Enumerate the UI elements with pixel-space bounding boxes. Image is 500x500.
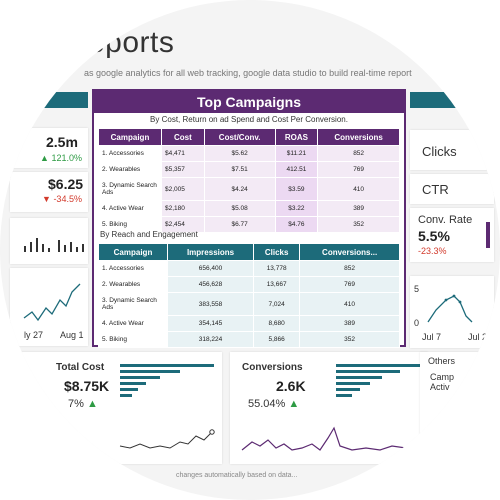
left-kpi-card-2[interactable]: $6.25 ▼ -34.5%	[10, 172, 88, 212]
left-header-band	[0, 92, 88, 108]
col-header[interactable]: Conversions...	[299, 243, 400, 261]
kpi-change: ▼ -34.5%	[42, 194, 82, 204]
kpi-change: ▲ 121.0%	[40, 153, 82, 163]
bar	[120, 394, 132, 397]
bar	[120, 382, 146, 385]
col-header[interactable]: Impressions	[166, 243, 255, 261]
left-line-svg	[23, 283, 81, 322]
card-change: 7% ▲	[68, 398, 98, 410]
right-kpi-clicks[interactable]: Clicks	[410, 130, 494, 170]
table-row[interactable]: 5. Biking 318,224 5,866 352	[98, 331, 400, 348]
bar	[336, 394, 352, 397]
accent-bar	[486, 222, 490, 248]
table-row[interactable]: 3. Dynamic Search Ads $2,005 $4.24 $3.59…	[98, 177, 400, 201]
cost-table: Campaign Cost Cost/Conv. ROAS Conversion…	[98, 128, 400, 233]
up-arrow-icon: ▲	[40, 153, 49, 163]
kpi-value: $6.25	[48, 176, 84, 192]
col-header[interactable]: Campaign	[98, 243, 168, 261]
cost-table-wrap: Campaign Cost Cost/Conv. ROAS Conversion…	[98, 128, 400, 233]
table-row[interactable]: 5. Biking $2,454 $6.77 $4.76 352	[98, 216, 400, 233]
bar	[120, 370, 180, 373]
table-row[interactable]: 2. Wearables $5,357 $7.51 412.51 769	[98, 161, 400, 178]
table-header-row: Campaign Impressions Clicks Conversions.…	[98, 243, 400, 261]
reach-table-wrap: Campaign Impressions Clicks Conversions.…	[98, 243, 400, 348]
page-title: eports	[88, 26, 175, 59]
kpi-value: 2.5m	[46, 134, 78, 150]
table-row[interactable]: 4. Active Wear $2,180 $5.08 $3.22 389	[98, 200, 400, 217]
panel-title: Top Campaigns	[94, 91, 404, 113]
col-header[interactable]: Conversions	[317, 128, 400, 146]
x-label-2: Jul 2	[468, 332, 488, 342]
section-label: By Reach and Engagement	[100, 230, 198, 239]
table-row[interactable]: 1. Accessories 656,400 13,778 852	[98, 260, 400, 277]
kpi-label: CTR	[422, 182, 449, 197]
col-header[interactable]: Cost/Conv.	[203, 128, 276, 146]
card-change: 55.04% ▲	[248, 398, 300, 410]
col-header[interactable]: Campaign	[98, 128, 162, 146]
left-line-chart: ly 27 Aug 1	[10, 268, 88, 346]
kpi-value: 5.5%	[418, 228, 450, 244]
card-title: Conversions	[242, 362, 303, 373]
down-arrow-icon: ▼	[42, 194, 51, 204]
col-header[interactable]: Clicks	[253, 243, 301, 261]
table-row[interactable]: 4. Active Wear 354,145 8,680 389	[98, 315, 400, 332]
bar	[336, 376, 382, 379]
table-row[interactable]: 1. Accessories $4,471 $5.62 $11.21 852	[98, 145, 400, 162]
table-header-row: Campaign Cost Cost/Conv. ROAS Conversion…	[98, 128, 400, 146]
total-cost-card[interactable]: Total Cost $8.75K 7% ▲	[16, 352, 222, 464]
conversions-sparkline	[241, 426, 421, 451]
kpi-label: Conv. Rate	[418, 214, 473, 226]
others-title: Others	[428, 356, 456, 366]
col-header[interactable]: ROAS	[274, 128, 319, 146]
right-line-chart: 5 0 Jul 7 Jul 2	[410, 276, 494, 348]
cost-sparkline	[119, 429, 215, 449]
kpi-label: Clicks	[422, 144, 457, 159]
bar	[336, 382, 370, 385]
bar	[336, 364, 422, 367]
up-arrow-icon: ▲	[86, 398, 98, 410]
conversions-card[interactable]: Conversions 2.6K 55.04% ▲	[230, 352, 428, 464]
right-line-svg	[427, 294, 473, 323]
left-kpi-card-1[interactable]: 2.5m ▲ 121.0%	[10, 128, 88, 168]
card-value: $8.75K	[64, 378, 110, 394]
bar	[120, 376, 160, 379]
x-label-1: ly 27	[24, 330, 44, 340]
x-label-2: Aug 1	[60, 330, 84, 340]
col-header[interactable]: Cost	[161, 128, 205, 146]
right-header-band	[410, 92, 500, 108]
panel-subtitle: By Cost, Return on ad Spend and Cost Per…	[150, 115, 348, 124]
table-row[interactable]: 2. Wearables 456,628 13,667 769	[98, 276, 400, 293]
bar	[336, 388, 360, 391]
card-title: Total Cost	[56, 362, 105, 373]
card-value: 2.6K	[276, 378, 306, 394]
footer-note: changes automatically based on data...	[176, 472, 298, 479]
others-line: Camp	[430, 372, 455, 382]
page-subtitle: as google analytics for all web tracking…	[84, 68, 412, 78]
top-campaigns-panel: Top Campaigns By Cost, Return on ad Spen…	[92, 89, 406, 348]
bar	[336, 370, 400, 373]
kpi-change: -23.3%	[418, 246, 447, 256]
bar-sparkline-svg	[24, 238, 84, 252]
reach-table: Campaign Impressions Clicks Conversions.…	[98, 243, 400, 348]
x-label-1: Jul 7	[422, 332, 442, 342]
bar	[120, 388, 138, 391]
right-kpi-conv-rate[interactable]: Conv. Rate 5.5% -23.3%	[410, 208, 494, 262]
y-label-bottom: 0	[414, 318, 420, 328]
bar	[120, 364, 214, 367]
y-label-top: 5	[414, 284, 420, 294]
others-line: Activ	[430, 382, 450, 392]
table-row[interactable]: 3. Dynamic Search Ads 383,558 7,024 410	[98, 292, 400, 316]
left-bar-sparkline	[10, 218, 88, 264]
right-kpi-ctr[interactable]: CTR	[410, 174, 494, 204]
others-card: Others Camp Activ	[420, 352, 500, 444]
up-arrow-icon: ▲	[288, 398, 300, 410]
